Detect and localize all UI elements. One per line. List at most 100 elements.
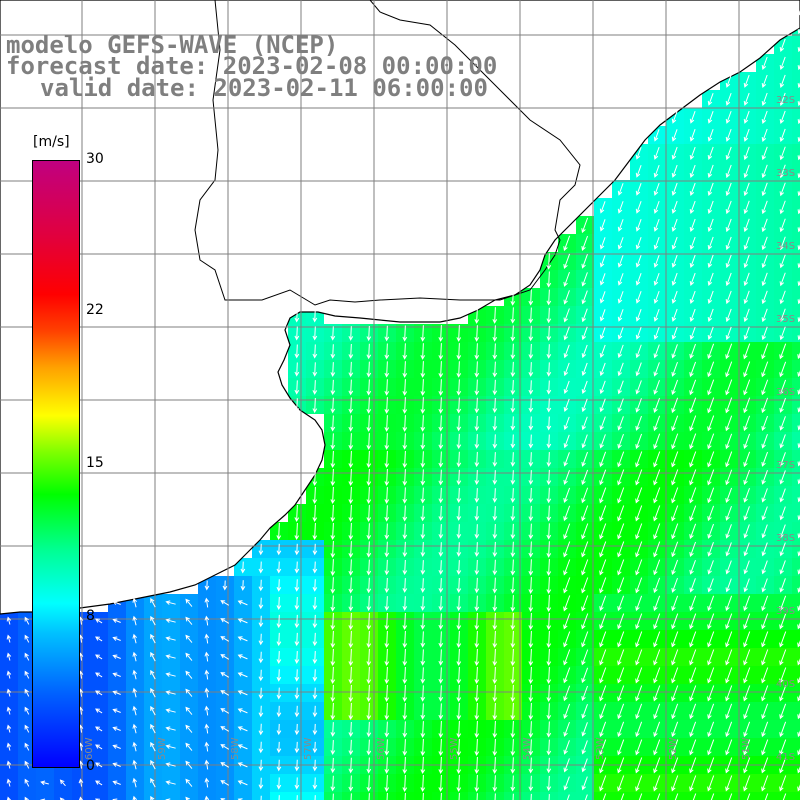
wind-arrow xyxy=(402,487,408,504)
wind-arrow xyxy=(420,721,426,738)
wind-arrow xyxy=(366,595,372,612)
wind-arrow xyxy=(725,631,733,648)
wind-arrow xyxy=(599,309,606,322)
wind-arrow xyxy=(366,343,372,360)
wind-arrow xyxy=(258,651,264,664)
wind-arrow xyxy=(510,434,516,449)
wind-arrow xyxy=(6,652,12,661)
wind-arrow xyxy=(402,541,408,558)
wind-arrow xyxy=(456,488,462,504)
model-title: modelo GEFS-WAVE (NCEP) xyxy=(6,31,339,59)
wind-arrow xyxy=(599,631,607,648)
wind-arrow xyxy=(761,470,768,485)
lon-label: 53W xyxy=(595,737,606,760)
wind-arrow xyxy=(707,200,714,215)
wind-arrow xyxy=(725,524,732,539)
wind-arrow xyxy=(563,362,570,377)
wind-arrow xyxy=(581,740,588,755)
wind-arrow xyxy=(402,433,408,450)
wind-arrow xyxy=(563,416,570,431)
wind-arrow xyxy=(725,397,733,414)
wind-arrow xyxy=(528,434,534,449)
wind-arrow xyxy=(635,775,643,792)
wind-arrow xyxy=(404,792,406,800)
wind-arrow xyxy=(510,595,516,612)
wind-arrow xyxy=(671,290,678,304)
lat-label: 36S xyxy=(776,387,795,398)
lon-label: 58W xyxy=(230,737,241,760)
lat-label: 33S xyxy=(776,168,795,179)
wind-arrow xyxy=(492,702,498,721)
wind-arrow xyxy=(312,741,318,754)
wind-arrow xyxy=(330,450,336,469)
wind-cell xyxy=(792,216,800,234)
wind-arrow xyxy=(510,325,516,342)
wind-arrow xyxy=(384,397,390,414)
wind-arrow xyxy=(95,636,103,642)
wind-arrow xyxy=(528,362,534,377)
wind-arrow xyxy=(438,451,444,468)
lat-label: 34S xyxy=(776,241,795,252)
wind-arrow xyxy=(671,433,679,450)
wind-arrow xyxy=(563,505,571,522)
wind-arrow xyxy=(797,532,800,539)
wind-arrow xyxy=(707,613,715,630)
wind-arrow xyxy=(581,398,588,413)
wind-arrow xyxy=(294,344,300,359)
wind-arrow xyxy=(456,756,462,775)
wind-arrow xyxy=(510,541,516,558)
wind-arrow xyxy=(366,468,372,487)
wind-arrow xyxy=(474,379,480,396)
wind-arrow xyxy=(348,379,354,396)
wind-arrow xyxy=(474,470,480,485)
wind-arrow xyxy=(546,685,552,702)
wind-cell xyxy=(792,90,800,108)
wind-arrow xyxy=(635,327,642,340)
wind-arrow xyxy=(617,380,624,395)
wind-cell xyxy=(792,108,800,126)
wind-arrow xyxy=(204,723,210,734)
wind-arrow xyxy=(528,541,534,558)
wind-cell xyxy=(36,792,54,800)
wind-cell xyxy=(648,792,666,800)
wind-arrow xyxy=(420,596,426,611)
wind-arrow xyxy=(725,649,733,666)
wind-arrow xyxy=(671,487,679,504)
wind-arrow xyxy=(689,559,696,575)
wind-arrow xyxy=(366,559,372,576)
wind-arrow xyxy=(779,146,786,161)
wind-arrow xyxy=(581,254,588,269)
wind-arrow xyxy=(563,434,570,449)
wind-arrow xyxy=(95,726,103,732)
wind-cell xyxy=(594,792,612,800)
wind-cell xyxy=(720,792,738,800)
wind-arrow xyxy=(132,651,138,662)
wind-arrow xyxy=(528,739,534,756)
wind-cell xyxy=(792,594,800,612)
wind-arrow xyxy=(779,74,786,89)
wind-arrow xyxy=(728,793,733,800)
wind-arrow xyxy=(510,398,516,413)
wind-arrow xyxy=(779,218,786,233)
wind-arrow xyxy=(635,255,642,268)
wind-arrow xyxy=(366,361,372,378)
wind-arrow xyxy=(40,780,49,786)
wind-arrow xyxy=(456,469,462,486)
wind-arrow xyxy=(599,685,607,702)
wind-arrow xyxy=(725,146,732,161)
wind-arrow xyxy=(797,208,800,215)
wind-arrow xyxy=(24,760,30,769)
wind-arrow xyxy=(797,784,800,792)
wind-arrow xyxy=(581,416,588,431)
wind-arrow xyxy=(237,672,248,678)
wind-arrow xyxy=(761,667,769,684)
wind-arrow xyxy=(546,362,552,377)
wind-arrow xyxy=(366,541,372,558)
wind-arrow xyxy=(276,561,282,574)
wind-arrow xyxy=(617,255,624,268)
wind-cell xyxy=(180,792,198,800)
wind-arrow xyxy=(674,793,679,800)
wind-arrow xyxy=(779,416,786,431)
wind-arrow xyxy=(330,612,336,631)
wind-arrow xyxy=(653,667,661,684)
